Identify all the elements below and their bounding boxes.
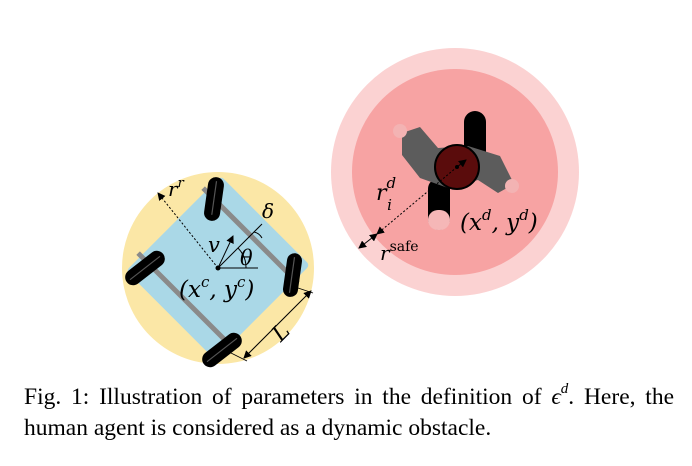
- robot-radius-line: [157, 192, 219, 269]
- epsilon-symbol: ϵ: [551, 384, 561, 410]
- robot-center-point: [215, 265, 221, 271]
- robot-radius-label: rr: [168, 176, 185, 201]
- human-group: rd i rsafe (xd, yd): [331, 48, 579, 296]
- robot-steer-label: δ: [262, 199, 274, 223]
- robot-velocity-label: v: [208, 233, 220, 257]
- robot-group: rr v θ δ (xc, yc) L: [122, 172, 314, 368]
- robot-velocity-arrow: [217, 235, 234, 269]
- robot-heading-label: θ: [240, 246, 253, 270]
- robot-length-ext-2: [228, 351, 248, 362]
- human-position-label: (xd, yd): [460, 206, 538, 236]
- human-safe-margin: [358, 233, 378, 249]
- robot-steer-arc: [253, 231, 263, 239]
- parameter-illustration: rr v θ δ (xc, yc) L rd i: [122, 48, 579, 368]
- human-radius-label: rd i: [376, 174, 396, 214]
- human-radius-line: [376, 166, 458, 235]
- robot-heading-line: [217, 223, 263, 269]
- human-hand-right: [505, 179, 519, 193]
- human-hand-left: [393, 124, 407, 138]
- figure-caption: Fig. 1: Illustration of parameters in th…: [24, 381, 674, 442]
- robot-length-dimension: [243, 290, 312, 359]
- robot-position-label: (xc, yc): [179, 273, 254, 303]
- robot-heading-arc: [237, 247, 247, 269]
- human-safe-label: rsafe: [380, 239, 419, 265]
